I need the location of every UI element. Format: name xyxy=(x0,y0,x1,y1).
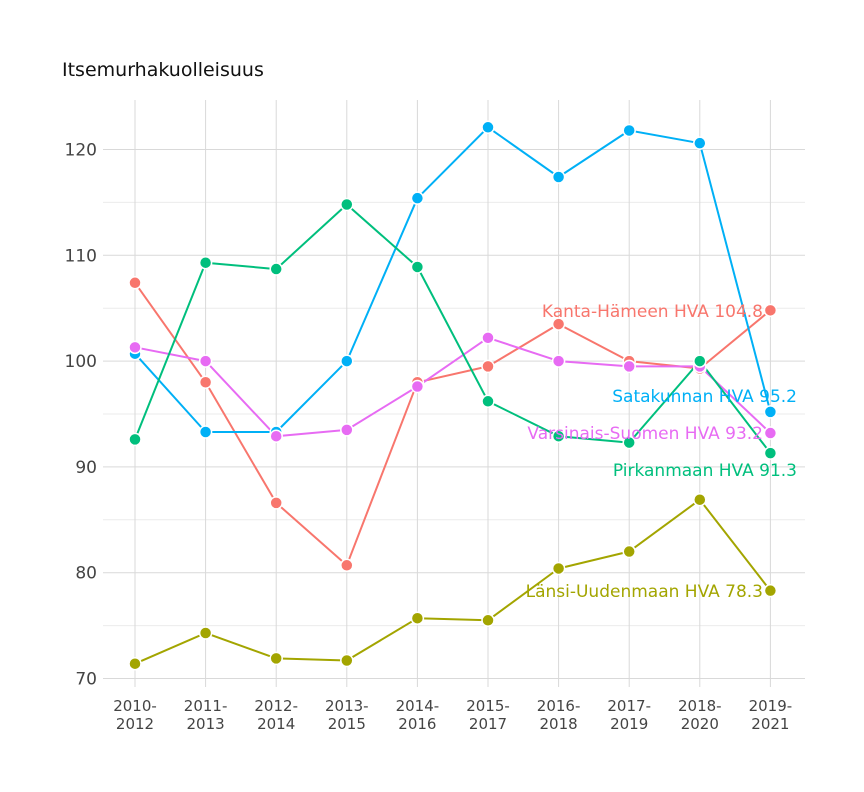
x-tick-label: 2013-2015 xyxy=(325,697,369,733)
data-point-pirkanmaa xyxy=(551,429,566,443)
data-point-pirkanmaa xyxy=(410,260,425,274)
x-tick-label: 2010-2012 xyxy=(113,697,157,733)
data-point-varsinais xyxy=(269,429,283,443)
series-label-satakunta: Satakunnan HVA 95.2 xyxy=(612,387,797,407)
data-point-kanta xyxy=(763,303,778,318)
data-point-satakunta xyxy=(198,425,213,439)
x-tick-label: 2017-2019 xyxy=(607,697,651,733)
x-tick-label: 2014-2016 xyxy=(396,697,440,733)
series-line-pirkanmaa xyxy=(134,203,772,454)
series-label-lansi: Länsi-Uudenmaan HVA 78.3 xyxy=(526,582,763,602)
data-point-satakunta xyxy=(481,120,495,135)
data-point-lansi xyxy=(128,656,142,671)
x-tick-label: 2012-2014 xyxy=(254,697,298,733)
minor-gridlines xyxy=(103,201,805,627)
data-point-lansi xyxy=(693,492,707,507)
data-point-varsinais xyxy=(198,354,213,368)
y-tick-label: 110 xyxy=(65,246,97,266)
data-point-pirkanmaa xyxy=(340,197,354,212)
y-tick-label: 90 xyxy=(75,458,97,478)
data-point-pirkanmaa xyxy=(269,262,283,276)
y-tick-label: 100 xyxy=(65,352,97,372)
data-point-kanta xyxy=(551,317,566,331)
data-point-varsinais xyxy=(410,379,425,394)
data-point-pirkanmaa xyxy=(763,446,778,460)
data-point-varsinais xyxy=(763,426,778,440)
data-point-lansi xyxy=(410,611,425,625)
data-point-varsinais xyxy=(340,423,354,437)
series-points xyxy=(128,120,778,671)
data-point-lansi xyxy=(622,544,636,559)
data-point-varsinais xyxy=(551,354,566,368)
data-point-lansi xyxy=(198,626,213,640)
data-point-kanta xyxy=(340,558,354,573)
x-tick-label: 2019-2021 xyxy=(749,697,793,733)
data-point-varsinais xyxy=(128,340,142,355)
data-point-lansi xyxy=(763,583,778,598)
chart-title: Itsemurhakuolleisuus xyxy=(62,59,264,81)
major-gridlines xyxy=(103,100,805,687)
series-lines xyxy=(134,126,772,665)
data-point-satakunta xyxy=(410,191,425,205)
data-point-satakunta xyxy=(340,354,354,368)
data-point-lansi xyxy=(481,613,495,628)
data-point-varsinais xyxy=(622,359,636,374)
data-point-pirkanmaa xyxy=(622,435,636,450)
data-point-varsinais xyxy=(481,331,495,345)
data-point-kanta xyxy=(269,496,283,510)
x-tick-label: 2016-2018 xyxy=(537,697,581,733)
data-point-lansi xyxy=(340,653,354,668)
series-labels: Kanta-Hämeen HVA 104.8 Satakunnan HVA 95.… xyxy=(526,302,797,602)
data-point-satakunta xyxy=(763,405,778,419)
data-point-pirkanmaa xyxy=(693,354,707,368)
data-point-pirkanmaa xyxy=(481,394,495,409)
data-point-pirkanmaa xyxy=(128,432,142,447)
series-label-varsinais: Varsinais-Suomen HVA 93.2 xyxy=(527,424,763,444)
y-axis-tick-labels: 70 80 90 100 110 120 xyxy=(65,141,97,690)
data-point-kanta xyxy=(128,276,142,290)
data-point-satakunta xyxy=(622,123,636,138)
x-tick-label: 2018-2020 xyxy=(678,697,722,733)
y-tick-label: 70 xyxy=(75,670,97,690)
data-point-lansi xyxy=(551,561,566,576)
data-point-satakunta xyxy=(693,136,707,150)
series-label-pirkanmaa: Pirkanmaan HVA 91.3 xyxy=(613,461,797,481)
series-line-lansi xyxy=(134,498,772,665)
data-point-satakunta xyxy=(551,170,566,184)
y-tick-label: 120 xyxy=(65,141,97,161)
data-point-pirkanmaa xyxy=(198,255,213,270)
series-label-kanta: Kanta-Hämeen HVA 104.8 xyxy=(542,302,763,322)
data-point-kanta xyxy=(198,375,213,390)
x-tick-label: 2015-2017 xyxy=(466,697,510,733)
data-point-kanta xyxy=(481,359,495,374)
series-line-kanta xyxy=(134,282,772,567)
x-axis-tick-labels: 2010-2012 2011-2013 2012-2014 2013-2015 2014… xyxy=(113,697,792,733)
x-tick-label: 2011-2013 xyxy=(184,697,228,733)
series-line-satakunta xyxy=(134,126,772,433)
data-point-lansi xyxy=(269,651,283,666)
series-line-varsinais xyxy=(134,336,772,438)
y-tick-label: 80 xyxy=(75,564,97,584)
